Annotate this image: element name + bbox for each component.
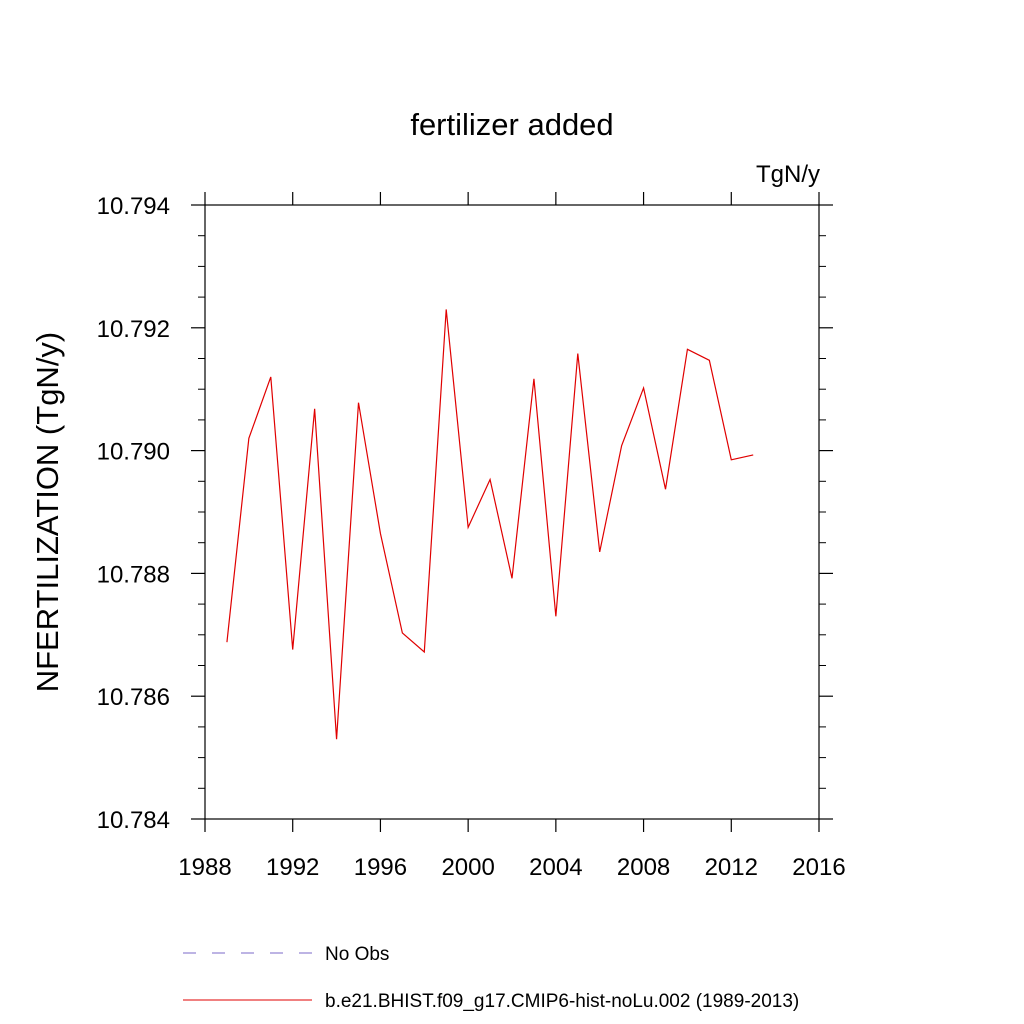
y-tick-label: 10.788	[97, 561, 170, 588]
y-tick-label: 10.784	[97, 807, 170, 834]
series-line	[226, 309, 754, 740]
x-tick-label: 2012	[705, 854, 758, 881]
y-axis-label: NFERTILIZATION (TgN/y)	[30, 332, 65, 693]
x-tick-label: 2016	[792, 854, 845, 881]
units-label: TgN/y	[756, 161, 820, 188]
plot-frame	[204, 204, 820, 820]
y-tick-label: 10.790	[97, 439, 170, 466]
x-tick-label: 1992	[266, 854, 319, 881]
x-tick-label: 2000	[441, 854, 494, 881]
legend: No Obs b.e21.BHIST.f09_g17.CMIP6-hist-noL…	[183, 944, 799, 1012]
chart-title: fertilizer added	[410, 107, 613, 142]
y-tick-label: 10.792	[97, 316, 170, 343]
y-tick-label: 10.786	[97, 684, 170, 711]
x-tick-label: 2008	[617, 854, 670, 881]
x-tick-label: 1988	[178, 854, 231, 881]
series-layer	[226, 309, 754, 740]
y-tick-label: 10.794	[97, 193, 170, 220]
y-axis: 10.784 10.786 10.788 10.790 10.792 10.794	[97, 193, 833, 834]
legend-label: No Obs	[325, 944, 389, 965]
legend-label: b.e21.BHIST.f09_g17.CMIP6-hist-noLu.002 …	[325, 991, 799, 1012]
x-tick-label: 2004	[529, 854, 582, 881]
x-axis: 1988 1992 1996 2000 2004 2008 2012 2016	[178, 192, 846, 881]
x-tick-label: 1996	[354, 854, 407, 881]
